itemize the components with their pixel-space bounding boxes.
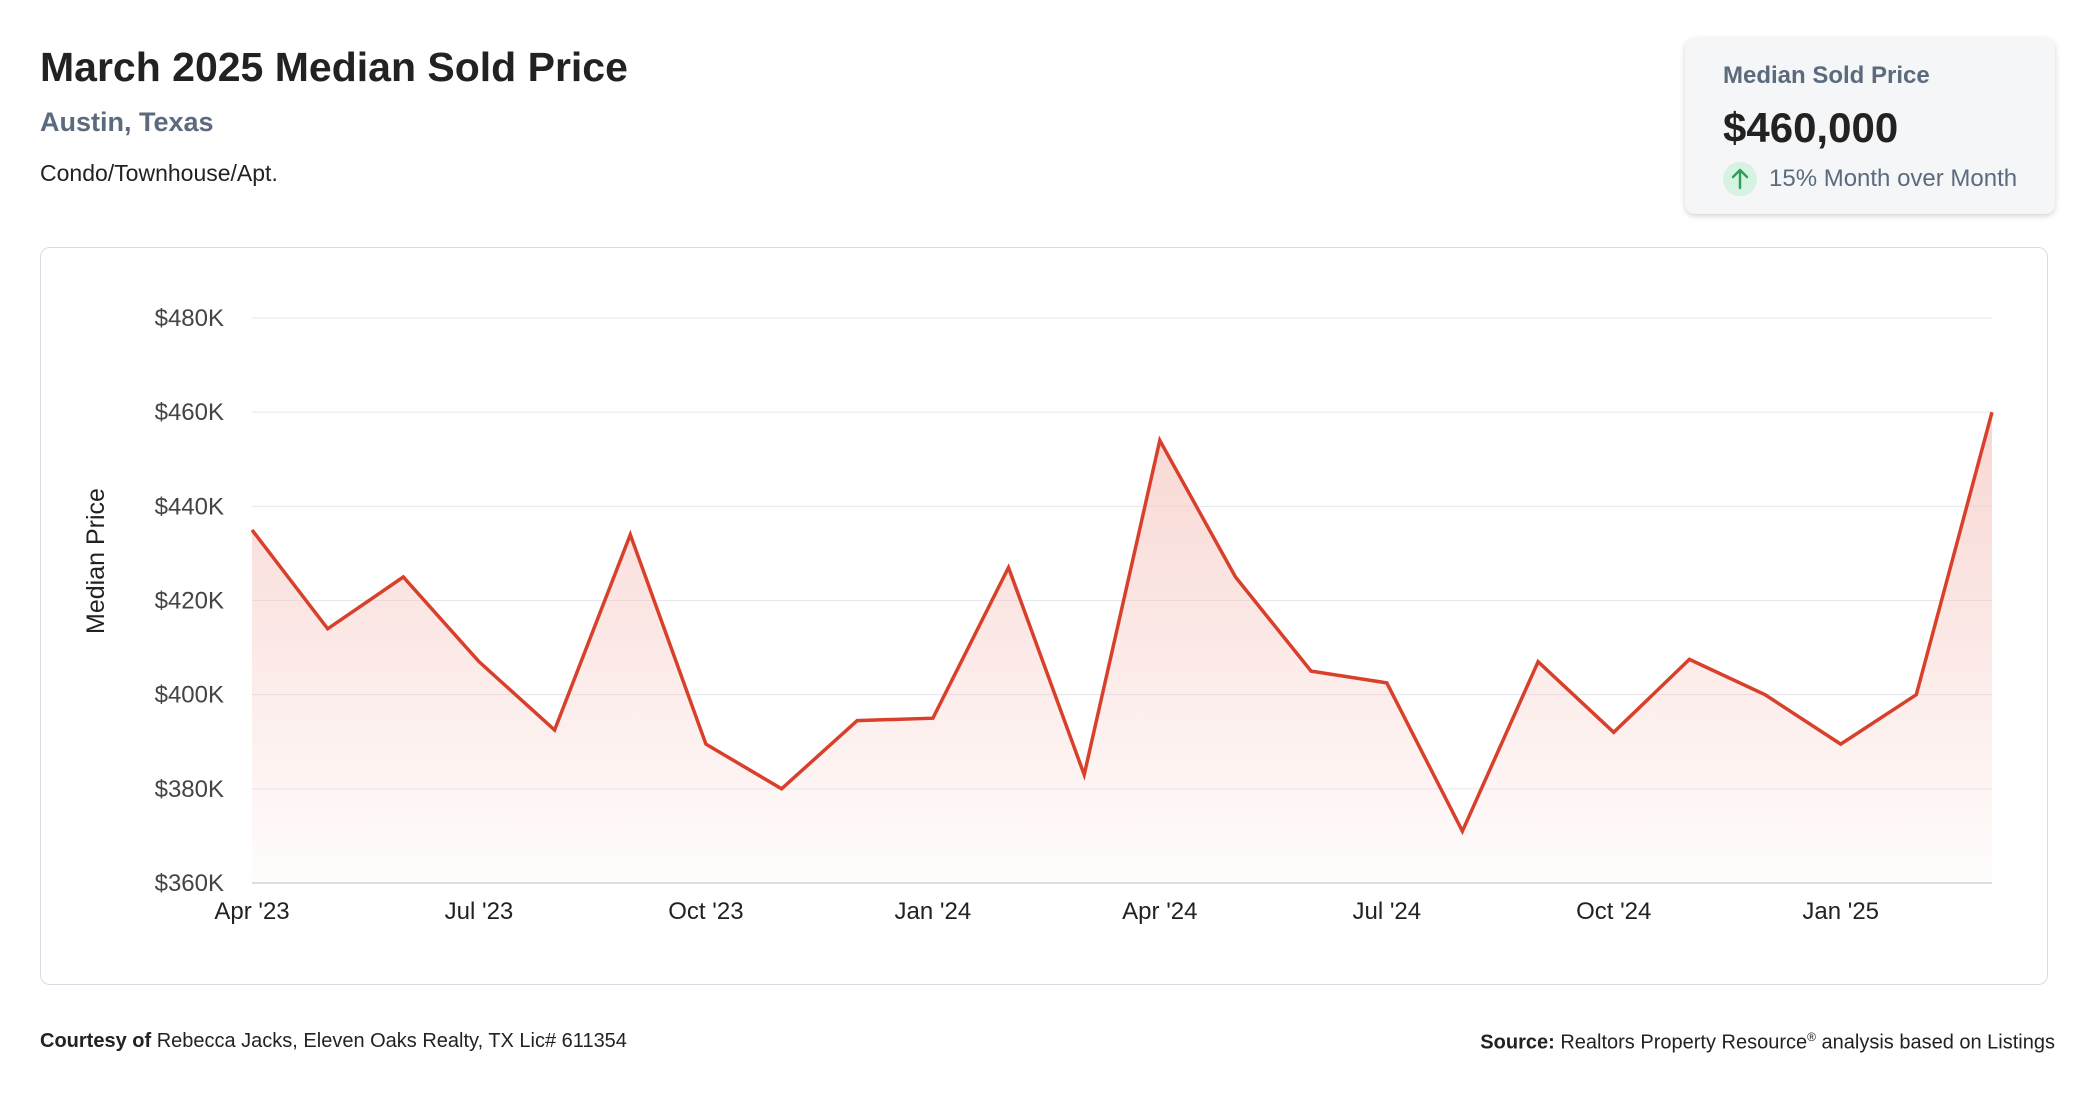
y-tick-label: $360K	[155, 870, 224, 897]
x-tick-label: Jan '25	[1802, 898, 1879, 925]
page-title: March 2025 Median Sold Price	[40, 44, 628, 90]
y-tick-label: $400K	[155, 682, 224, 709]
median-price-stat-card: Median Sold Price $460,000 15% Month ove…	[1685, 38, 2055, 214]
x-tick-label: Apr '24	[1122, 898, 1197, 925]
source-label: Source:	[1480, 1031, 1555, 1054]
area-fill	[252, 412, 1992, 883]
location-subtitle: Austin, Texas	[40, 107, 214, 137]
courtesy-text: Rebecca Jacks, Eleven Oaks Realty, TX Li…	[156, 1030, 627, 1052]
x-tick-label: Apr '23	[214, 898, 289, 925]
stat-change-row: 15% Month over Month	[1723, 162, 2017, 196]
registered-mark: ®	[1807, 1030, 1816, 1044]
property-type-label: Condo/Townhouse/Apt.	[40, 160, 278, 186]
x-tick-label: Oct '24	[1576, 898, 1651, 925]
stat-value: $460,000	[1723, 104, 1899, 151]
stat-change-text: 15% Month over Month	[1769, 165, 2018, 192]
y-tick-label: $420K	[155, 588, 224, 615]
x-tick-label: Jan '24	[895, 898, 972, 925]
footer-courtesy: Courtesy of Rebecca Jacks, Eleven Oaks R…	[40, 1030, 627, 1053]
y-axis-title: Median Price	[82, 488, 110, 634]
series-line	[250, 411, 1994, 836]
chart-card: $360K $380K $400K $420K $440K $460K $480K Apr '…	[40, 247, 2048, 985]
footer-source: Source: Realtors Property Resource® anal…	[1480, 1030, 2055, 1055]
source-text-1: Realtors Property Resource	[1560, 1031, 1808, 1054]
median-price-chart: $360K $380K $400K $420K $440K $460K $480K Apr '…	[82, 305, 1994, 925]
arrow-up-icon	[1723, 162, 1757, 196]
y-tick-label: $440K	[155, 493, 224, 520]
x-tick-label: Oct '23	[668, 898, 743, 925]
courtesy-label: Courtesy of	[40, 1030, 152, 1052]
y-tick-label: $380K	[155, 776, 224, 803]
x-tick-label: Jul '24	[1352, 898, 1421, 925]
stat-label: Median Sold Price	[1723, 62, 1930, 89]
source-text-2: analysis based on Listings	[1821, 1031, 2055, 1054]
x-tick-label: Jul '23	[445, 898, 514, 925]
y-tick-label: $460K	[155, 399, 224, 426]
y-tick-label: $480K	[155, 305, 224, 332]
